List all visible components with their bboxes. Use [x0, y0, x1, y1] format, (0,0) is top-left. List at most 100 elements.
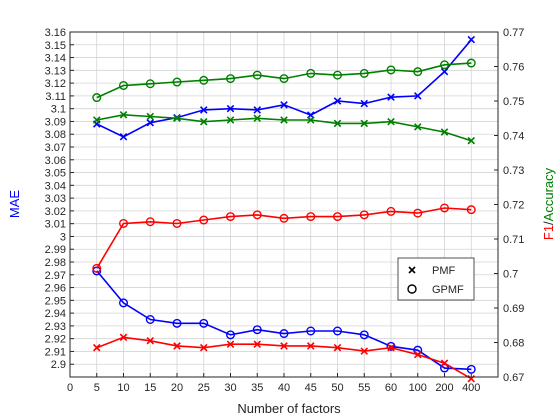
data-point-accuracy-pmf: [92, 116, 101, 124]
series-accuracy-pmf: [92, 111, 476, 145]
data-point-mae-gpmf: [118, 298, 128, 308]
data-point-accuracy-gpmf: [225, 74, 235, 84]
grid: [70, 31, 498, 377]
data-point-accuracy-gpmf: [118, 80, 128, 90]
data-point-accuracy-pmf: [146, 112, 155, 121]
legend-label-gpmf: GPMF: [432, 284, 464, 296]
y-right-axis-label: F1/Accuracy: [541, 167, 556, 240]
data-point-mae-pmf: [253, 106, 262, 114]
data-point-accuracy-gpmf: [466, 58, 476, 68]
series-f1-gpmf: [92, 203, 476, 273]
left-tick-label: 3.02: [45, 206, 66, 218]
x-tick-label: 400: [462, 382, 480, 394]
series-mae-pmf: [92, 35, 476, 141]
data-point-mae-gpmf: [279, 329, 289, 339]
data-point-mae-pmf: [387, 93, 395, 101]
data-point-accuracy-pmf: [199, 117, 208, 126]
data-point-mae-gpmf: [145, 315, 155, 325]
data-point-accuracy-pmf: [306, 116, 315, 124]
left-tick-label: 3.07: [45, 142, 66, 154]
data-point-accuracy-pmf: [440, 128, 449, 136]
data-point-mae-pmf: [467, 35, 476, 44]
data-point-f1-pmf: [253, 340, 262, 348]
left-tick-label: 2.98: [45, 257, 66, 269]
x-tick-label: 40: [278, 382, 290, 394]
data-point-accuracy-pmf: [119, 111, 128, 119]
legend-x-marker-icon: [408, 266, 416, 274]
left-tick-label: 2.95: [45, 295, 66, 307]
data-point-f1-gpmf: [386, 206, 396, 216]
y-right-label-accuracy: Accuracy: [541, 167, 556, 221]
x-axis-ticks: 0 5 10 15 20 25 30 35 40 45 50 55 60 100 200 400: [67, 373, 480, 394]
data-point-f1-gpmf: [306, 212, 316, 222]
x-tick-label: 100: [409, 382, 427, 394]
legend-item-pmf: PMF: [408, 265, 456, 277]
data-point-mae-pmf: [119, 133, 128, 141]
data-point-f1-gpmf: [92, 263, 102, 273]
x-tick-label: 0: [67, 382, 73, 394]
x-tick-label: 200: [435, 382, 453, 394]
data-point-accuracy-pmf: [387, 117, 395, 126]
left-tick-label: 3.12: [45, 78, 66, 90]
x-tick-label: 50: [331, 382, 343, 394]
series-mae-gpmf: [92, 266, 476, 374]
right-tick-label: 0.75: [503, 96, 524, 108]
right-tick-label: 0.7: [503, 269, 518, 281]
data-point-mae-pmf: [360, 99, 369, 108]
left-tick-label: 3.06: [45, 155, 66, 167]
series-accuracy-gpmf: [92, 58, 476, 103]
data-point-f1-pmf: [306, 342, 315, 350]
data-point-accuracy-gpmf: [386, 65, 396, 75]
right-tick-label: 0.68: [503, 338, 524, 350]
data-point-accuracy-gpmf: [145, 79, 155, 89]
left-tick-label: 3.03: [45, 193, 66, 205]
data-point-f1-gpmf: [440, 203, 450, 213]
legend-label-pmf: PMF: [432, 265, 456, 277]
data-point-f1-pmf: [360, 347, 369, 355]
left-tick-label: 3.08: [45, 129, 66, 141]
right-tick-label: 0.71: [503, 234, 524, 246]
x-tick-label: 55: [358, 382, 370, 394]
data-point-mae-gpmf: [359, 330, 369, 340]
data-point-f1-gpmf: [279, 213, 289, 223]
data-point-accuracy-pmf: [360, 119, 369, 128]
series-line-accuracy-gpmf: [96, 62, 472, 99]
series-f1-pmf: [92, 333, 476, 383]
data-point-mae-gpmf: [333, 326, 343, 336]
x-tick-label: 45: [305, 382, 317, 394]
data-point-mae-gpmf: [199, 318, 209, 328]
data-point-f1-pmf: [146, 337, 155, 345]
left-tick-label: 2.96: [45, 283, 66, 295]
y-right-label-f1: F1: [541, 225, 556, 240]
legend-item-gpmf: GPMF: [407, 284, 464, 296]
data-point-f1-pmf: [119, 333, 128, 342]
left-tick-label: 3.09: [45, 116, 66, 128]
left-tick-label: 2.94: [45, 308, 66, 320]
data-point-f1-pmf: [440, 359, 449, 367]
data-point-f1-pmf: [333, 343, 342, 352]
data-point-f1-gpmf: [145, 217, 155, 227]
data-point-accuracy-gpmf: [359, 68, 369, 78]
x-tick-label: 35: [251, 382, 263, 394]
x-tick-label: 25: [198, 382, 210, 394]
data-point-f1-pmf: [199, 343, 208, 352]
data-point-f1-pmf: [92, 343, 101, 352]
data-point-accuracy-pmf: [226, 116, 235, 124]
data-point-accuracy-gpmf: [306, 68, 316, 78]
left-tick-label: 2.92: [45, 334, 66, 346]
right-tick-label: 0.67: [503, 372, 524, 384]
data-point-f1-pmf: [173, 342, 181, 350]
data-point-accuracy-pmf: [253, 114, 262, 123]
data-point-accuracy-gpmf: [252, 70, 262, 80]
data-point-f1-gpmf: [333, 212, 343, 222]
data-point-mae-pmf: [413, 92, 422, 100]
x-tick-label: 10: [117, 382, 129, 394]
right-tick-label: 0.76: [503, 62, 524, 74]
x-tick-label: 60: [385, 382, 397, 394]
data-point-accuracy-gpmf: [279, 74, 289, 84]
left-tick-label: 3.14: [45, 53, 66, 65]
left-tick-label: 2.91: [45, 346, 66, 358]
data-point-accuracy-gpmf: [172, 77, 182, 87]
data-point-f1-pmf: [226, 340, 235, 348]
